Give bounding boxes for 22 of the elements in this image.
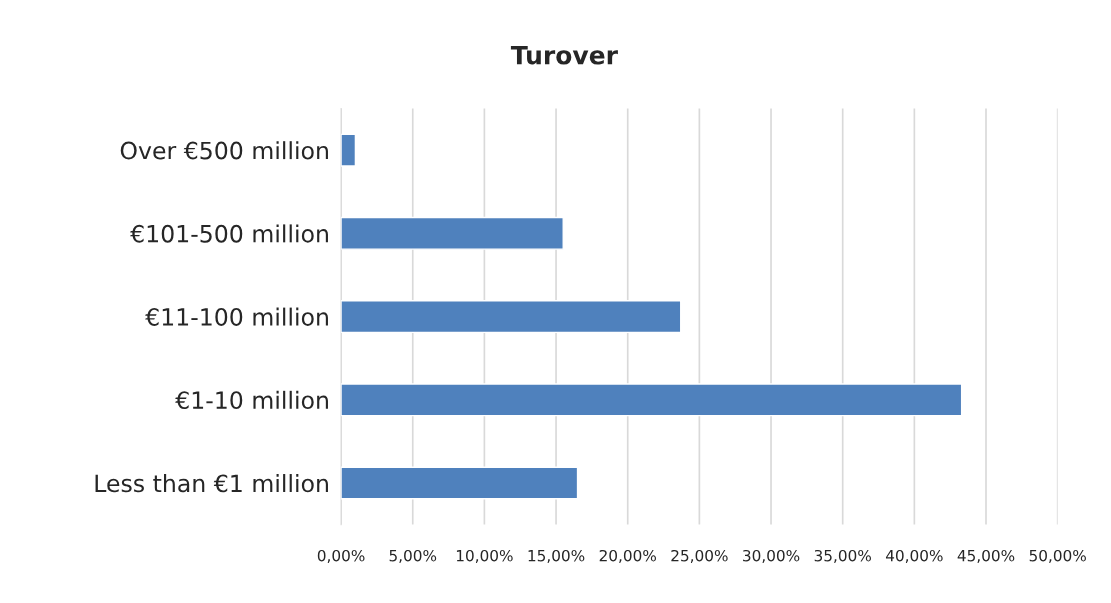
y-tick-label: €101-500 million bbox=[130, 224, 328, 243]
bar bbox=[341, 466, 579, 500]
bar bbox=[341, 216, 564, 250]
chart-title: Turover bbox=[510, 45, 618, 65]
y-tick-label: €11-100 million bbox=[145, 307, 328, 326]
x-tick-label: 50,00% bbox=[1029, 549, 1086, 563]
x-tick-label: 20,00% bbox=[599, 549, 656, 563]
bar bbox=[341, 133, 357, 167]
x-tick-label: 45,00% bbox=[957, 549, 1015, 563]
bar bbox=[341, 383, 963, 417]
x-tick-label: 35,00% bbox=[814, 549, 871, 563]
x-tick-label: 10,00% bbox=[456, 549, 513, 563]
x-tick-label: 15,00% bbox=[528, 549, 585, 563]
x-tick-label: 30,00% bbox=[743, 549, 800, 563]
x-tick-label: 0,00% bbox=[317, 549, 365, 563]
bar bbox=[341, 300, 682, 334]
x-tick-label: 5,00% bbox=[389, 549, 437, 563]
x-tick-label: 25,00% bbox=[671, 549, 728, 563]
y-tick-label: Over €500 million bbox=[120, 141, 328, 160]
y-tick-label: Less than €1 million bbox=[95, 474, 328, 493]
y-tick-label: €1-10 million bbox=[175, 390, 328, 410]
x-tick-label: 40,00% bbox=[885, 549, 943, 563]
